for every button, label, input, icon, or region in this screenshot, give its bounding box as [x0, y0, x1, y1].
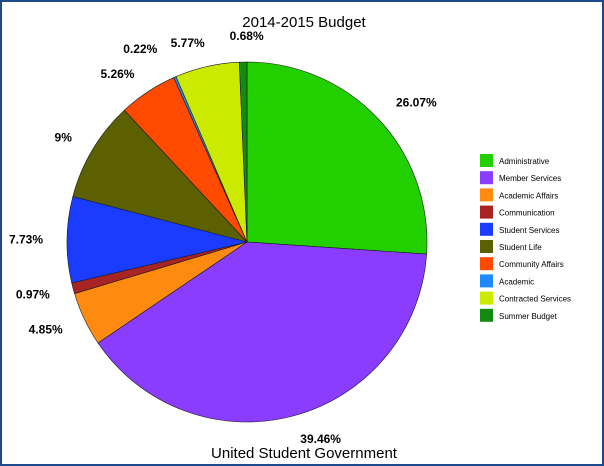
chart-title: 2014-2015 Budget — [242, 14, 366, 31]
pie-slice — [238, 61, 248, 243]
legend-label: Communication — [499, 209, 555, 218]
data-label: 0.22% — [123, 42, 157, 56]
pie-slice — [97, 241, 427, 423]
legend-label: Summer Budget — [499, 312, 558, 321]
data-label: 5.77% — [171, 36, 205, 50]
legend-swatch — [480, 205, 493, 219]
legend-label: Academic — [499, 277, 534, 286]
legend-swatch — [480, 188, 493, 202]
legend-label: Administrative — [499, 157, 550, 166]
legend-swatch — [480, 291, 493, 305]
legend-swatch — [480, 240, 493, 253]
pie-slice — [246, 61, 428, 255]
legend-swatch — [480, 257, 493, 271]
legend: Administrative Member Services Academic Af… — [480, 154, 571, 322]
legend-label: Contracted Services — [499, 295, 571, 304]
legend-label: Member Services — [499, 174, 561, 183]
legend-swatch — [480, 274, 493, 288]
legend-label: Community Affairs — [499, 260, 564, 269]
chart-subtitle: United Student Government — [211, 445, 398, 462]
data-label: 26.07% — [396, 96, 437, 110]
data-label: 0.68% — [230, 29, 264, 43]
legend-swatch — [480, 154, 493, 167]
pie-slices — [66, 61, 428, 423]
data-label: 7.73% — [9, 232, 43, 246]
legend-swatch — [480, 171, 493, 185]
legend-label: Student Life — [499, 243, 542, 252]
legend-swatch — [480, 308, 493, 322]
data-label: 4.85% — [29, 322, 63, 336]
legend-label: Student Services — [499, 226, 559, 235]
legend-label: Academic Affairs — [499, 191, 558, 200]
pie-slice — [72, 109, 248, 243]
legend-swatch — [480, 222, 493, 236]
pie-data-labels: 26.07% 39.46% 4.85% 0.97% 7.73% 9% 5.26% 0.22% 5… — [9, 29, 437, 446]
data-label: 9% — [55, 130, 73, 144]
data-label: 0.97% — [16, 287, 50, 301]
data-label: 39.46% — [300, 432, 341, 446]
data-label: 5.26% — [100, 67, 134, 81]
